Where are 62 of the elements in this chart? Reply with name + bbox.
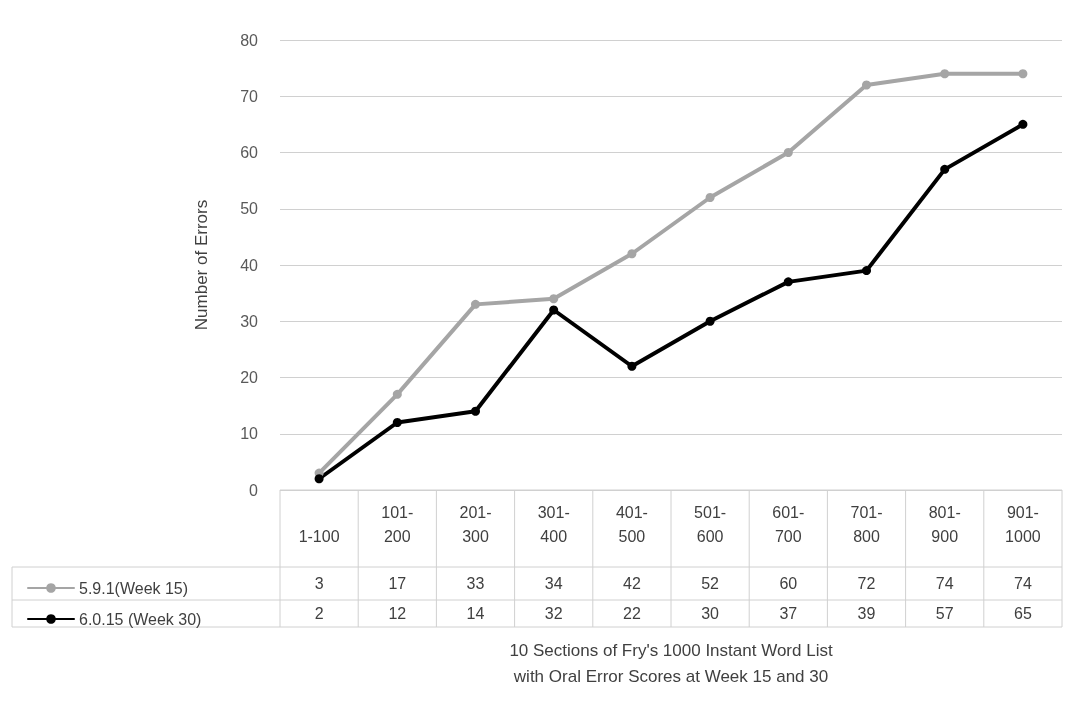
point bbox=[627, 361, 637, 371]
point bbox=[940, 69, 950, 79]
data-label: 17 bbox=[388, 575, 407, 592]
point bbox=[392, 389, 402, 399]
data-label: 12 bbox=[388, 605, 407, 622]
y-tick-label: 80 bbox=[240, 31, 259, 49]
data-label: 32 bbox=[544, 605, 563, 622]
data-label: 65 bbox=[1014, 605, 1032, 622]
point bbox=[1018, 69, 1028, 79]
x-tick-label: 301-400 bbox=[537, 503, 570, 545]
point bbox=[783, 148, 793, 157]
point bbox=[862, 266, 871, 276]
y-tick-label: 30 bbox=[240, 312, 259, 330]
y-axis-title: Number of Errors bbox=[192, 199, 211, 331]
data-label: 33 bbox=[466, 575, 485, 592]
point bbox=[314, 474, 324, 484]
point bbox=[1018, 119, 1028, 129]
y-tick-label: 20 bbox=[240, 369, 259, 386]
data-label: 60 bbox=[779, 575, 798, 592]
x-tick-label: 1-100 bbox=[298, 527, 340, 545]
data-label: 3 bbox=[314, 575, 324, 592]
data-label: 52 bbox=[701, 575, 720, 592]
y-tick-label: 10 bbox=[240, 425, 259, 443]
point bbox=[705, 193, 715, 202]
data-label: 22 bbox=[623, 605, 641, 622]
data-label: 37 bbox=[779, 605, 798, 622]
point bbox=[783, 277, 793, 287]
point bbox=[549, 305, 559, 315]
data-label: 72 bbox=[857, 575, 876, 592]
x-tick-label: 201-300 bbox=[459, 503, 492, 545]
y-tick-label: 0 bbox=[249, 481, 259, 499]
x-tick-label: 701-800 bbox=[850, 503, 883, 545]
point bbox=[392, 418, 402, 427]
y-tick-label: 60 bbox=[240, 144, 259, 161]
data-label: 74 bbox=[1014, 575, 1032, 592]
point bbox=[862, 80, 871, 90]
data-label: 42 bbox=[623, 575, 641, 592]
data-label: 57 bbox=[935, 605, 954, 622]
data-label: 34 bbox=[544, 575, 563, 592]
point bbox=[627, 249, 637, 259]
data-label: 74 bbox=[935, 575, 954, 592]
x-tick-label: 501-600 bbox=[694, 503, 727, 545]
x-tick-label: 801-900 bbox=[928, 503, 961, 545]
legend-label: 5.9.1(Week 15) bbox=[79, 579, 189, 597]
point bbox=[471, 299, 480, 309]
data-label: 2 bbox=[314, 605, 324, 622]
text: 10 Sections of Fry's 1000 Instant Word List with Oral Error Scores at Week 15 and 30 bbox=[509, 640, 833, 686]
point bbox=[471, 406, 480, 416]
point bbox=[705, 316, 715, 326]
data-label: 30 bbox=[701, 605, 720, 622]
x-tick-label: 601-700 bbox=[772, 503, 805, 545]
x-tick-label: 401-500 bbox=[615, 503, 648, 545]
y-tick-label: 40 bbox=[240, 256, 259, 274]
legend-label: 6.0.15 (Week 30) bbox=[79, 610, 202, 628]
data-label: 14 bbox=[466, 605, 485, 622]
x-tick-label: 901-1000 bbox=[1005, 503, 1041, 545]
data-label: 39 bbox=[857, 605, 876, 622]
y-tick-label: 70 bbox=[240, 87, 259, 105]
point bbox=[549, 294, 559, 304]
y-tick-label: 50 bbox=[240, 200, 259, 218]
x-tick-label: 101-200 bbox=[381, 503, 414, 545]
point bbox=[940, 164, 950, 174]
